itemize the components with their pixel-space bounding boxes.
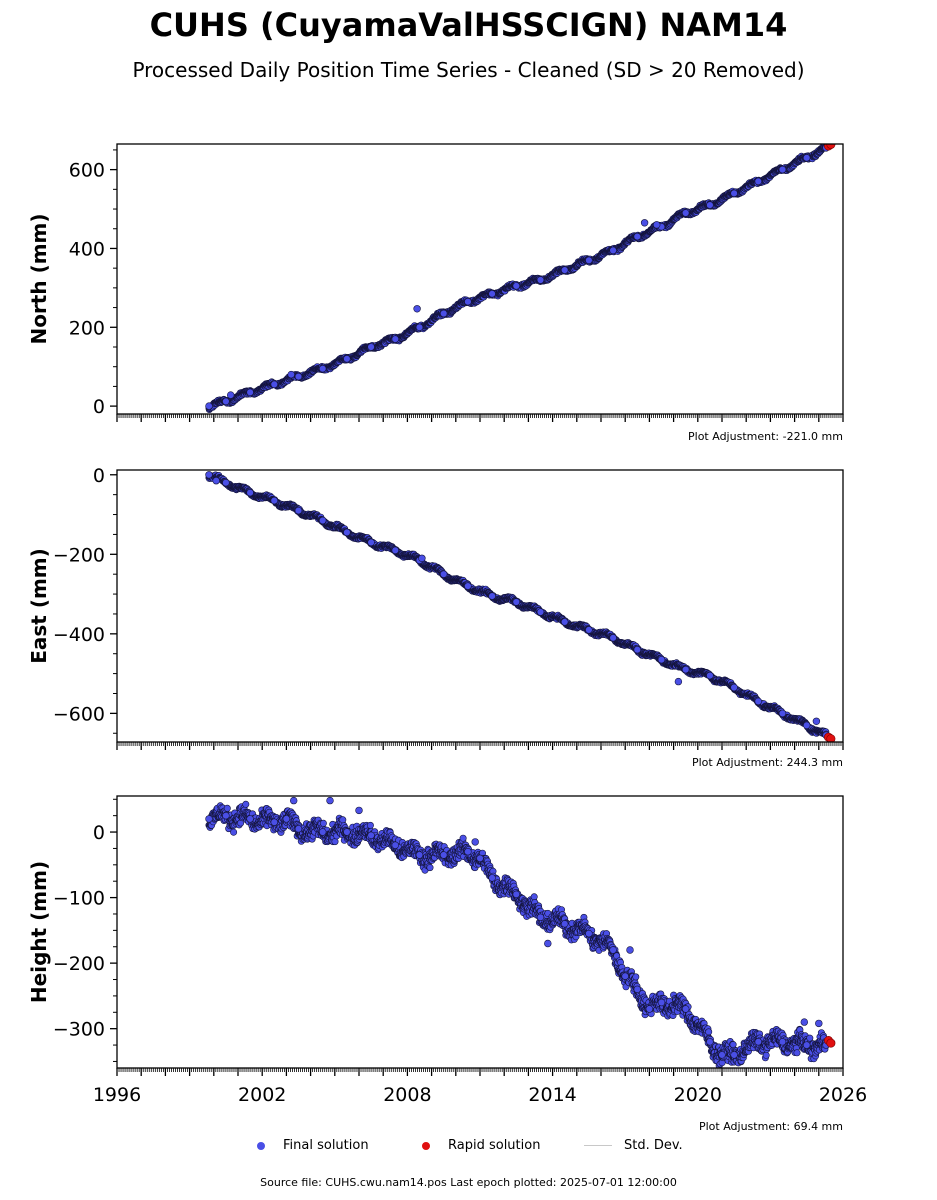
final-solution-point xyxy=(271,381,278,388)
final-solution-point xyxy=(586,257,593,264)
final-solution-point xyxy=(440,310,447,317)
y-tick-label: 200 xyxy=(69,317,105,339)
final-solution-point xyxy=(731,190,738,197)
final-solution-outlier xyxy=(641,219,648,226)
final-solution-point xyxy=(658,656,665,663)
final-solution-point xyxy=(392,336,399,343)
final-solution-point xyxy=(223,479,230,486)
y-axis-label: North (mm) xyxy=(27,213,51,344)
final-solution-point xyxy=(392,547,399,554)
y-tick-label: −400 xyxy=(53,624,105,646)
y-tick-label: 400 xyxy=(69,238,105,260)
final-solution-point xyxy=(779,710,786,717)
final-solution-point xyxy=(610,247,617,254)
final-solution-point xyxy=(368,539,375,546)
final-solution-point xyxy=(271,497,278,504)
final-solution-point xyxy=(319,365,326,372)
final-solution-point xyxy=(465,583,472,590)
final-solution-point xyxy=(634,646,641,653)
final-solution-point xyxy=(416,324,423,331)
final-solution-outlier xyxy=(227,392,234,399)
final-solution-point xyxy=(586,627,593,634)
final-solution-outlier xyxy=(213,477,220,484)
final-solution-point xyxy=(206,403,213,410)
final-solution-point xyxy=(344,355,351,362)
plot-frame xyxy=(117,470,843,742)
final-solution-point xyxy=(344,529,351,536)
final-solution-point xyxy=(513,599,520,606)
final-solution-point xyxy=(682,666,689,673)
y-tick-label: −600 xyxy=(53,703,105,725)
final-solution-point xyxy=(682,210,689,217)
final-solution-point xyxy=(489,290,496,297)
final-solution-point xyxy=(561,267,568,274)
final-solution-point xyxy=(610,634,617,641)
final-solution-point xyxy=(779,166,786,173)
final-solution-point xyxy=(440,571,447,578)
final-solution-point xyxy=(223,398,230,405)
final-solution-point xyxy=(489,593,496,600)
plot-frame xyxy=(117,144,843,414)
final-solution-point xyxy=(537,609,544,616)
y-tick-label: 600 xyxy=(69,160,105,182)
final-solution-point xyxy=(803,154,810,161)
final-solution-point xyxy=(295,507,302,514)
y-tick-label: 0 xyxy=(93,396,105,418)
final-solution-point xyxy=(513,283,520,290)
final-solution-point xyxy=(755,698,762,705)
std-dev-line xyxy=(209,146,826,408)
final-solution-point xyxy=(561,619,568,626)
final-solution-point xyxy=(537,277,544,284)
final-solution-point xyxy=(247,389,254,396)
final-solution-point xyxy=(707,672,714,679)
final-solution-point xyxy=(731,684,738,691)
final-solution-point xyxy=(755,178,762,185)
y-tick-label: −200 xyxy=(53,544,105,566)
final-solution-point xyxy=(295,373,302,380)
plot-adjustment-note: Plot Adjustment: -221.0 mm xyxy=(688,430,843,443)
final-solution-outlier xyxy=(419,555,426,562)
final-solution-point xyxy=(803,722,810,729)
final-solution-point xyxy=(206,471,213,478)
final-solution-outlier xyxy=(414,305,421,312)
final-solution-outlier xyxy=(653,221,660,228)
final-solution-outlier xyxy=(675,678,682,685)
final-solution-point xyxy=(465,298,472,305)
final-solution-point xyxy=(319,517,326,524)
y-tick-label: 0 xyxy=(93,465,105,487)
final-solution-point xyxy=(634,233,641,240)
final-solution-outlier xyxy=(288,371,295,378)
final-solution-point xyxy=(707,202,714,209)
final-solution-outlier xyxy=(813,718,820,725)
final-solution-point xyxy=(368,344,375,351)
final-solution-point xyxy=(247,489,254,496)
